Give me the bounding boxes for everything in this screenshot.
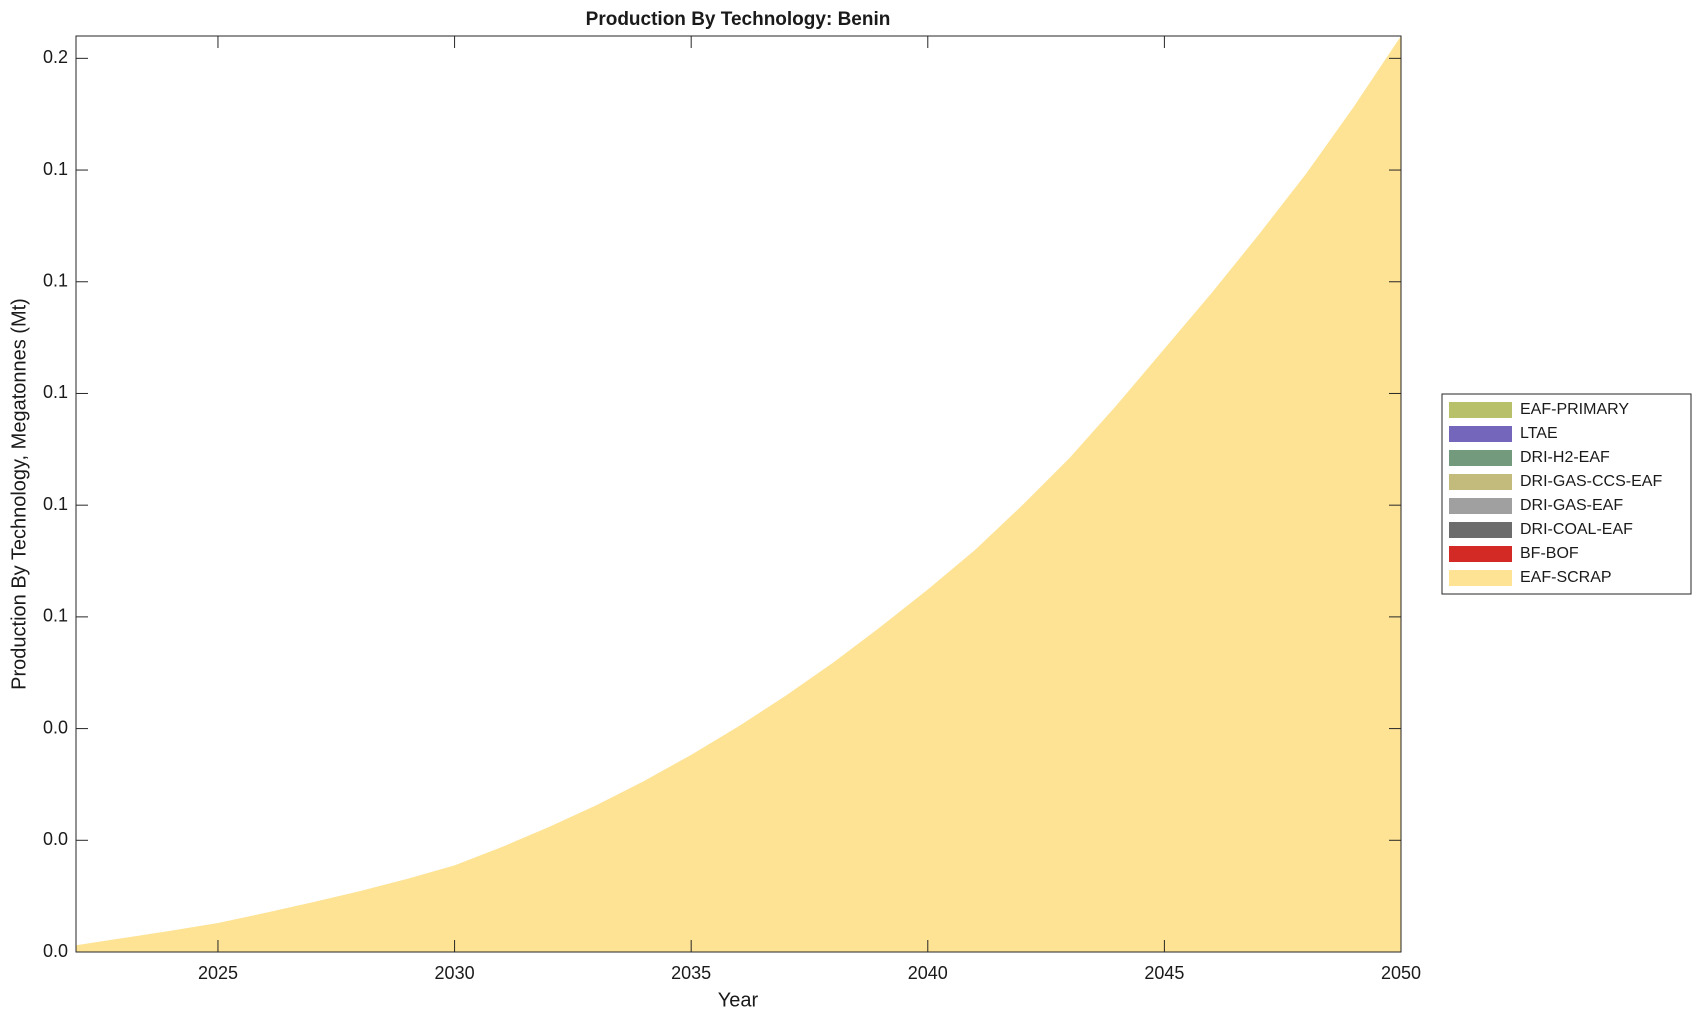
y-tick-label: 0.1 (43, 382, 68, 402)
plot-frame (75, 35, 1402, 953)
legend-swatch (1449, 474, 1512, 490)
legend-swatch (1449, 450, 1512, 466)
y-tick-label: 0.2 (43, 47, 68, 67)
y-tick-label: 0.0 (43, 829, 68, 849)
area (76, 36, 1401, 952)
legend-swatch (1449, 546, 1512, 562)
legend-swatch (1449, 522, 1512, 538)
y-axis-label: Production By Technology, Megatonnes (Mt… (8, 298, 30, 690)
y-tick-label: 0.1 (43, 271, 68, 291)
x-tick-label: 2025 (198, 963, 238, 983)
legend-label: EAF-SCRAP (1520, 569, 1612, 586)
legend-swatch (1449, 498, 1512, 514)
legend-swatch (1449, 570, 1512, 586)
x-tick-label: 2030 (435, 963, 475, 983)
x-tick-label: 2045 (1144, 963, 1184, 983)
x-tick-label: 2050 (1381, 963, 1421, 983)
legend-label: DRI-GAS-EAF (1520, 497, 1623, 514)
y-tick-label: 0.1 (43, 494, 68, 514)
legend-label: DRI-H2-EAF (1520, 449, 1610, 466)
legend-label: LTAE (1520, 425, 1558, 442)
legend-swatch (1449, 402, 1512, 418)
legend-label: DRI-GAS-CCS-EAF (1520, 473, 1662, 490)
legend (1441, 393, 1692, 595)
legend-label: DRI-COAL-EAF (1520, 521, 1633, 538)
legend-label: EAF-PRIMARY (1520, 401, 1629, 418)
y-tick-label: 0.0 (43, 717, 68, 737)
x-tick-label: 2035 (671, 963, 711, 983)
y-tick-label: 0.1 (43, 606, 68, 626)
x-axis-label: Year (718, 989, 759, 1011)
x-tick-label: 2040 (908, 963, 948, 983)
y-tick-label: 0.0 (43, 941, 68, 961)
y-tick-label: 0.1 (43, 159, 68, 179)
chart-title: Production By Technology: Benin (586, 9, 891, 30)
legend-label: BF-BOF (1520, 545, 1579, 562)
legend-swatch (1449, 426, 1512, 442)
